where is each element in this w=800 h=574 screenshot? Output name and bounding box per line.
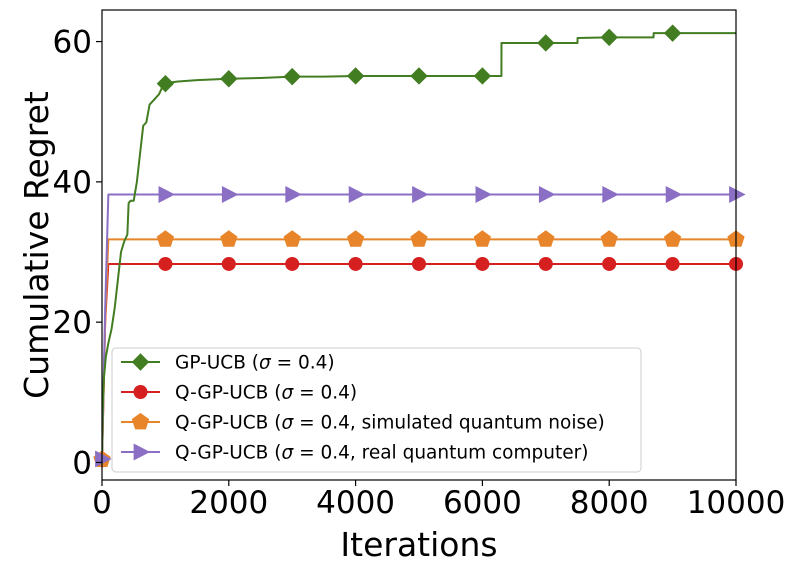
data-point-q-gp-ucb-0-4 bbox=[348, 256, 363, 271]
data-point-q-gp-ucb-0-4-simulated-quantum-noise bbox=[346, 230, 365, 247]
data-point-q-gp-ucb-0-4-simulated-quantum-noise bbox=[220, 230, 238, 247]
legend-marker bbox=[133, 443, 151, 461]
data-point-q-gp-ucb-0-4-simulated-quantum-noise bbox=[600, 230, 618, 247]
legend-marker bbox=[133, 385, 148, 399]
data-point-q-gp-ucb-0-4-real-quantum-computer bbox=[412, 186, 429, 203]
data-point-gp-ucb-0-4 bbox=[537, 34, 555, 52]
data-point-gp-ucb-0-4 bbox=[663, 24, 682, 42]
x-tick-label: 0 bbox=[92, 485, 112, 521]
data-point-q-gp-ucb-0-4-simulated-quantum-noise bbox=[283, 230, 301, 247]
data-point-gp-ucb-0-4 bbox=[283, 67, 301, 86]
data-point-q-gp-ucb-0-4 bbox=[285, 256, 300, 271]
data-point-q-gp-ucb-0-4-simulated-quantum-noise bbox=[537, 230, 555, 247]
axis-layer: 0 2000 4000 6000 8000 10000 0 20 40 60 bbox=[53, 25, 786, 521]
legend: GP-UCB (σ = 0.4) Q-GP-UCB (σ = 0.4) Q-GP-U… bbox=[111, 347, 642, 473]
data-point-q-gp-ucb-0-4-real-quantum-computer bbox=[221, 186, 239, 203]
legend-box bbox=[111, 347, 642, 473]
data-point-q-gp-ucb-0-4-real-quantum-computer bbox=[348, 186, 366, 203]
data-point-q-gp-ucb-0-4 bbox=[665, 256, 680, 271]
x-tick-label: 2000 bbox=[189, 485, 268, 521]
data-point-q-gp-ucb-0-4-real-quantum-computer bbox=[158, 186, 175, 203]
y-tick-label: 0 bbox=[72, 445, 92, 481]
data-point-gp-ucb-0-4 bbox=[410, 67, 428, 85]
data-point-q-gp-ucb-0-4-real-quantum-computer bbox=[475, 186, 492, 203]
data-point-q-gp-ucb-0-4 bbox=[475, 256, 490, 271]
x-tick-label: 10000 bbox=[687, 485, 786, 521]
data-point-q-gp-ucb-0-4 bbox=[158, 256, 173, 271]
data-point-gp-ucb-0-4 bbox=[600, 28, 618, 47]
data-point-gp-ucb-0-4 bbox=[220, 70, 238, 88]
y-axis-label: Cumulative Regret bbox=[17, 91, 56, 399]
marker-layer bbox=[93, 24, 746, 468]
data-point-q-gp-ucb-0-4-real-quantum-computer bbox=[729, 186, 746, 203]
legend-entry-q-gp-ucb-0-4-real-quantum-computer: Q-GP-UCB (σ = 0.4, real quantum computer… bbox=[175, 443, 588, 464]
x-tick-label: 8000 bbox=[570, 485, 649, 521]
data-point-gp-ucb-0-4 bbox=[346, 67, 365, 85]
legend-marker bbox=[131, 412, 150, 430]
legend-entry-q-gp-ucb-0-4-simulated-quantum-noise: Q-GP-UCB (σ = 0.4, simulated quantum noi… bbox=[175, 413, 605, 434]
x-tick-label: 4000 bbox=[316, 485, 395, 521]
data-point-q-gp-ucb-0-4-real-quantum-computer bbox=[602, 186, 619, 203]
data-point-q-gp-ucb-0-4-simulated-quantum-noise bbox=[156, 230, 175, 247]
data-point-q-gp-ucb-0-4 bbox=[538, 256, 553, 271]
data-point-q-gp-ucb-0-4-real-quantum-computer bbox=[285, 186, 302, 203]
plot-frame bbox=[101, 9, 737, 481]
data-point-gp-ucb-0-4 bbox=[473, 67, 492, 85]
y-tick-label: 40 bbox=[53, 165, 92, 201]
y-tick-label: 20 bbox=[53, 305, 92, 341]
x-axis-label: Iterations bbox=[340, 525, 497, 564]
legend-marker bbox=[131, 353, 150, 371]
x-tick-label: 6000 bbox=[443, 485, 522, 521]
legend-entry-q-gp-ucb-0-4: Q-GP-UCB (σ = 0.4) bbox=[175, 383, 357, 404]
data-point-q-gp-ucb-0-4-simulated-quantum-noise bbox=[410, 230, 428, 247]
data-point-q-gp-ucb-0-4-simulated-quantum-noise bbox=[663, 230, 682, 247]
data-point-q-gp-ucb-0-4-real-quantum-computer bbox=[665, 186, 683, 203]
data-point-gp-ucb-0-4 bbox=[156, 74, 175, 93]
data-point-q-gp-ucb-0-4 bbox=[412, 256, 426, 271]
data-point-q-gp-ucb-0-4-real-quantum-computer bbox=[538, 186, 556, 203]
data-point-q-gp-ucb-0-4 bbox=[221, 256, 236, 271]
y-tick-label: 60 bbox=[53, 25, 92, 61]
data-point-q-gp-ucb-0-4-simulated-quantum-noise bbox=[473, 230, 492, 247]
data-point-q-gp-ucb-0-4 bbox=[602, 256, 617, 271]
legend-entry-gp-ucb-0-4: GP-UCB (σ = 0.4) bbox=[175, 353, 335, 374]
